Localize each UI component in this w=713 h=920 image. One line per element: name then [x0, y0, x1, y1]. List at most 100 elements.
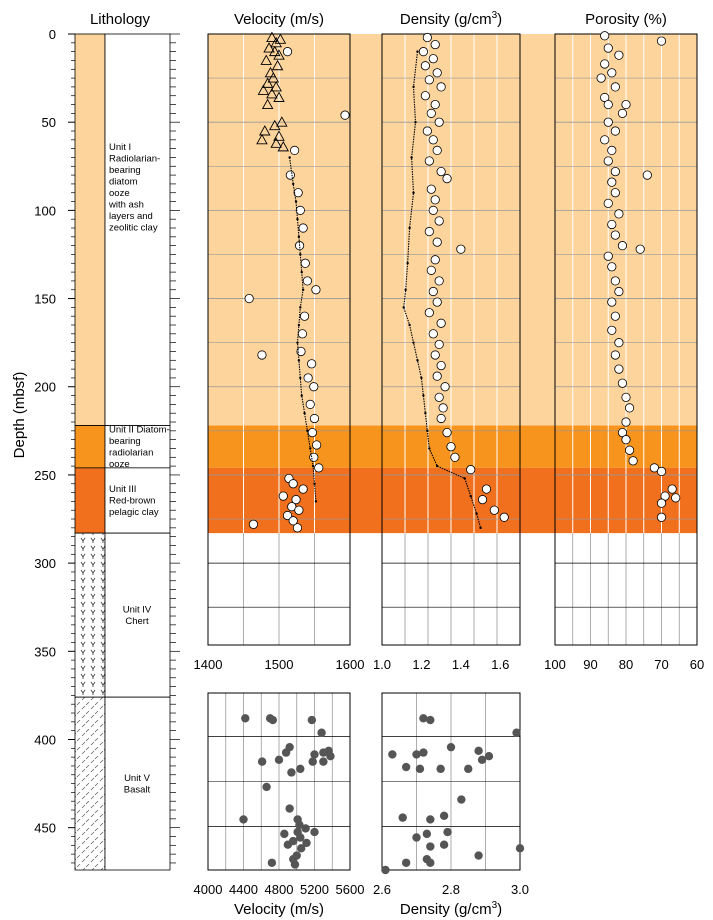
data-point	[408, 226, 411, 230]
data-point	[443, 827, 452, 837]
lithology-unit-label: with ash	[108, 200, 144, 211]
panel-title: Velocity (m/s)	[234, 11, 324, 28]
depth-tick-label: 400	[34, 732, 56, 747]
data-point	[439, 840, 449, 849]
data-point	[302, 838, 311, 848]
data-point	[299, 311, 310, 321]
data-point	[287, 768, 296, 777]
lithology-unit-label: bearing	[109, 165, 141, 176]
chart-panel-0: 1400 1500 1600 Velocity (m/s)	[194, 11, 382, 672]
data-point	[426, 842, 435, 851]
lithology-unit-label: ooze	[109, 459, 130, 470]
x-axis-label: Density (g/cm3)	[400, 900, 502, 918]
data-point	[241, 714, 250, 723]
data-point	[614, 50, 624, 60]
data-point	[317, 728, 326, 737]
data-point	[607, 177, 617, 187]
data-point	[296, 346, 306, 357]
data-point	[624, 403, 635, 413]
lithology-unit-label: Unit II Diatom-	[109, 424, 170, 435]
data-point	[273, 91, 285, 102]
data-point	[307, 715, 317, 725]
x-tick-label: 2.8	[442, 882, 460, 897]
lithology-unit-label: zeolitic clay	[109, 223, 158, 234]
data-point	[381, 865, 390, 875]
data-point	[296, 833, 305, 842]
data-point	[268, 715, 277, 725]
x-tick-label: 1500	[265, 657, 294, 672]
lithology-unit-label: Basalt	[124, 784, 151, 795]
data-point	[432, 371, 442, 381]
lithology-unit-swatch	[74, 467, 106, 534]
depth-tick-label: 350	[34, 644, 56, 659]
data-point	[426, 184, 436, 194]
data-point	[244, 293, 254, 304]
lithology-unit-label: radiolarian	[109, 447, 153, 458]
lithology-unit-label: diatom	[109, 177, 138, 188]
data-point	[642, 170, 652, 180]
data-point	[656, 466, 667, 477]
data-point	[484, 752, 494, 761]
data-point	[312, 440, 322, 450]
data-point	[607, 325, 617, 335]
x-tick-label: 70	[654, 657, 668, 672]
data-point	[298, 484, 308, 494]
data-point	[295, 205, 305, 215]
data-point	[477, 495, 488, 505]
data-point	[610, 311, 620, 321]
x-tick-label: 1400	[194, 657, 223, 672]
data-point	[281, 748, 291, 757]
lithology-unit-label: Red-brown	[109, 496, 155, 507]
data-point	[424, 226, 434, 237]
x-tick-label: 4000	[194, 882, 223, 897]
data-point	[430, 99, 440, 110]
data-point	[603, 198, 613, 208]
x-axis-label-text: Density (g/cm	[400, 901, 492, 918]
x-axis-label-sup: 3	[492, 900, 498, 911]
data-point	[314, 463, 324, 473]
data-point	[607, 145, 617, 156]
depth-band-gap	[520, 425, 555, 468]
data-point	[297, 329, 308, 339]
data-point	[607, 297, 617, 307]
data-point	[428, 135, 438, 145]
data-point	[248, 519, 259, 529]
data-point	[422, 829, 432, 839]
x-axis-label-text: Velocity (m/s)	[234, 901, 324, 918]
data-point	[436, 166, 446, 177]
data-point	[610, 230, 620, 240]
data-point	[309, 413, 320, 424]
data-point	[293, 188, 303, 198]
data-point	[430, 350, 440, 360]
data-point	[308, 757, 317, 766]
data-point	[436, 82, 446, 92]
depth-tick-label: 0	[49, 27, 56, 42]
data-point	[474, 746, 483, 755]
data-point	[635, 244, 645, 254]
data-point	[266, 31, 278, 42]
data-point	[434, 117, 444, 127]
data-point	[285, 804, 294, 813]
panel-title-text: Velocity (m/s)	[234, 11, 324, 28]
data-point	[261, 77, 274, 88]
data-point	[466, 465, 476, 475]
data-point	[296, 844, 306, 853]
x-tick-label: 1.0	[373, 657, 391, 672]
data-point	[434, 339, 444, 350]
data-point	[426, 858, 435, 867]
data-point	[610, 166, 620, 177]
data-point	[419, 748, 428, 757]
data-point	[474, 851, 483, 860]
data-point	[305, 399, 315, 409]
data-point	[617, 378, 628, 388]
data-point	[401, 858, 411, 867]
panel-frame	[381, 33, 521, 646]
x-tick-label: 5200	[300, 882, 329, 897]
depth-band-gap	[350, 467, 382, 534]
data-point	[326, 752, 335, 761]
depth-tick-label: 250	[34, 468, 56, 483]
lithology-unit-label: bearing	[109, 436, 141, 447]
data-point	[267, 858, 277, 867]
data-point	[481, 484, 492, 494]
data-point	[515, 844, 525, 853]
